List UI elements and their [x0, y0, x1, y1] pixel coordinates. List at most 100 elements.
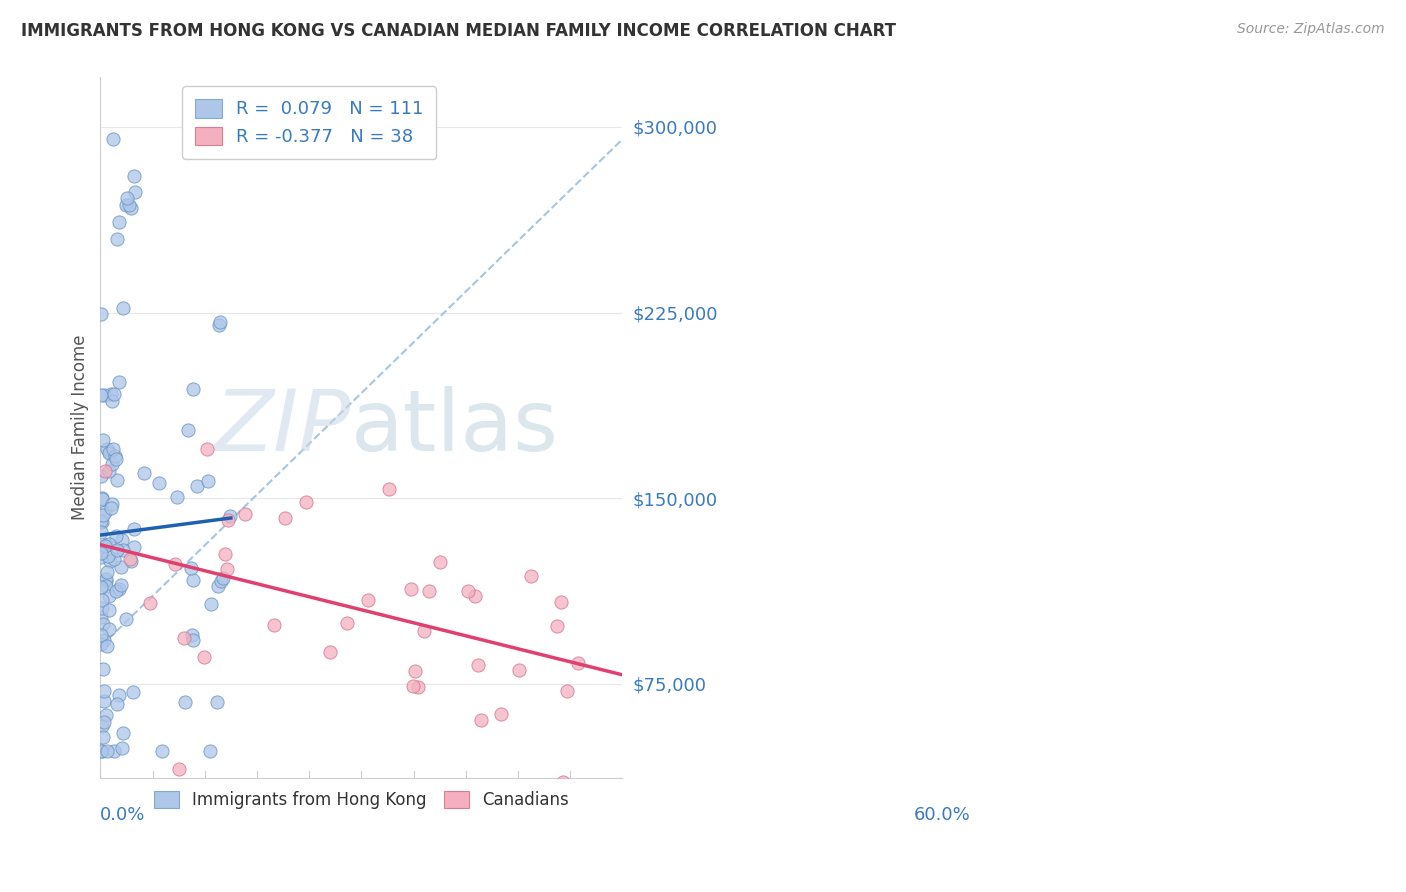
Point: [98, 554, 121, 568]
Point: [200, 597, 222, 611]
Point: [214, 547, 236, 561]
Point: [98, 536, 121, 550]
Point: [101, 132, 124, 146]
Point: [274, 511, 297, 525]
Point: [120, 553, 142, 567]
Y-axis label: Median Family Income: Median Family Income: [72, 335, 89, 520]
Point: [122, 169, 145, 184]
Point: [97, 445, 120, 459]
Point: [90, 628, 112, 642]
Point: [122, 522, 145, 536]
Point: [557, 683, 579, 698]
Point: [90, 592, 112, 607]
Point: [464, 589, 486, 603]
Point: [124, 186, 146, 200]
Point: [90, 388, 112, 402]
Text: 60.0%: 60.0%: [914, 806, 970, 824]
Point: [115, 198, 138, 212]
Point: [98, 590, 121, 604]
Point: [93, 632, 115, 647]
Point: [93, 387, 115, 401]
Point: [110, 559, 132, 574]
Point: [90, 719, 112, 733]
Point: [148, 475, 170, 490]
Point: [108, 214, 131, 228]
Point: [378, 482, 401, 496]
Point: [90, 308, 112, 322]
Point: [121, 685, 143, 699]
Point: [90, 601, 112, 615]
Point: [90, 491, 112, 506]
Point: [103, 442, 125, 456]
Point: [550, 595, 572, 609]
Point: [174, 695, 197, 709]
Point: [413, 624, 436, 638]
Point: [207, 579, 229, 593]
Point: [90, 545, 112, 559]
Point: [115, 191, 138, 205]
Text: IMMIGRANTS FROM HONG KONG VS CANADIAN MEDIAN FAMILY INCOME CORRELATION CHART: IMMIGRANTS FROM HONG KONG VS CANADIAN ME…: [21, 22, 896, 40]
Point: [520, 569, 543, 583]
Point: [219, 508, 242, 523]
Point: [467, 657, 489, 672]
Point: [96, 579, 118, 593]
Point: [91, 433, 114, 447]
Point: [401, 582, 423, 596]
Point: [104, 583, 127, 598]
Point: [91, 491, 114, 506]
Point: [108, 688, 131, 702]
Point: [96, 442, 118, 456]
Point: [103, 449, 125, 463]
Point: [180, 561, 202, 575]
Text: 0.0%: 0.0%: [100, 806, 146, 824]
Point: [211, 571, 233, 585]
Point: [319, 645, 342, 659]
Point: [94, 708, 117, 723]
Point: [100, 500, 122, 515]
Point: [103, 387, 125, 401]
Point: [112, 726, 135, 740]
Point: [508, 663, 530, 677]
Point: [90, 549, 112, 564]
Point: [90, 637, 112, 651]
Point: [197, 474, 219, 488]
Point: [91, 515, 114, 529]
Point: [110, 577, 132, 591]
Point: [198, 744, 221, 758]
Point: [91, 662, 114, 676]
Point: [94, 573, 117, 587]
Point: [93, 714, 115, 729]
Point: [180, 628, 202, 642]
Point: [118, 198, 141, 212]
Point: [90, 610, 112, 624]
Point: [103, 744, 125, 758]
Text: atlas: atlas: [352, 386, 560, 469]
Point: [98, 603, 121, 617]
Point: [91, 744, 114, 758]
Point: [93, 694, 115, 708]
Point: [97, 622, 120, 636]
Point: [105, 697, 128, 711]
Point: [181, 382, 204, 396]
Point: [120, 202, 142, 216]
Point: [91, 508, 114, 522]
Point: [90, 744, 112, 758]
Point: [208, 318, 231, 333]
Point: [118, 552, 141, 566]
Point: [217, 513, 239, 527]
Point: [209, 574, 232, 589]
Point: [105, 232, 128, 246]
Point: [233, 507, 256, 521]
Point: [93, 684, 115, 698]
Legend: Immigrants from Hong Kong, Canadians: Immigrants from Hong Kong, Canadians: [143, 780, 579, 819]
Point: [101, 457, 124, 471]
Point: [551, 774, 574, 789]
Point: [295, 494, 318, 508]
Point: [108, 582, 131, 597]
Point: [457, 583, 479, 598]
Point: [470, 713, 492, 727]
Point: [150, 744, 173, 758]
Point: [100, 393, 122, 408]
Point: [90, 469, 112, 483]
Point: [195, 442, 218, 456]
